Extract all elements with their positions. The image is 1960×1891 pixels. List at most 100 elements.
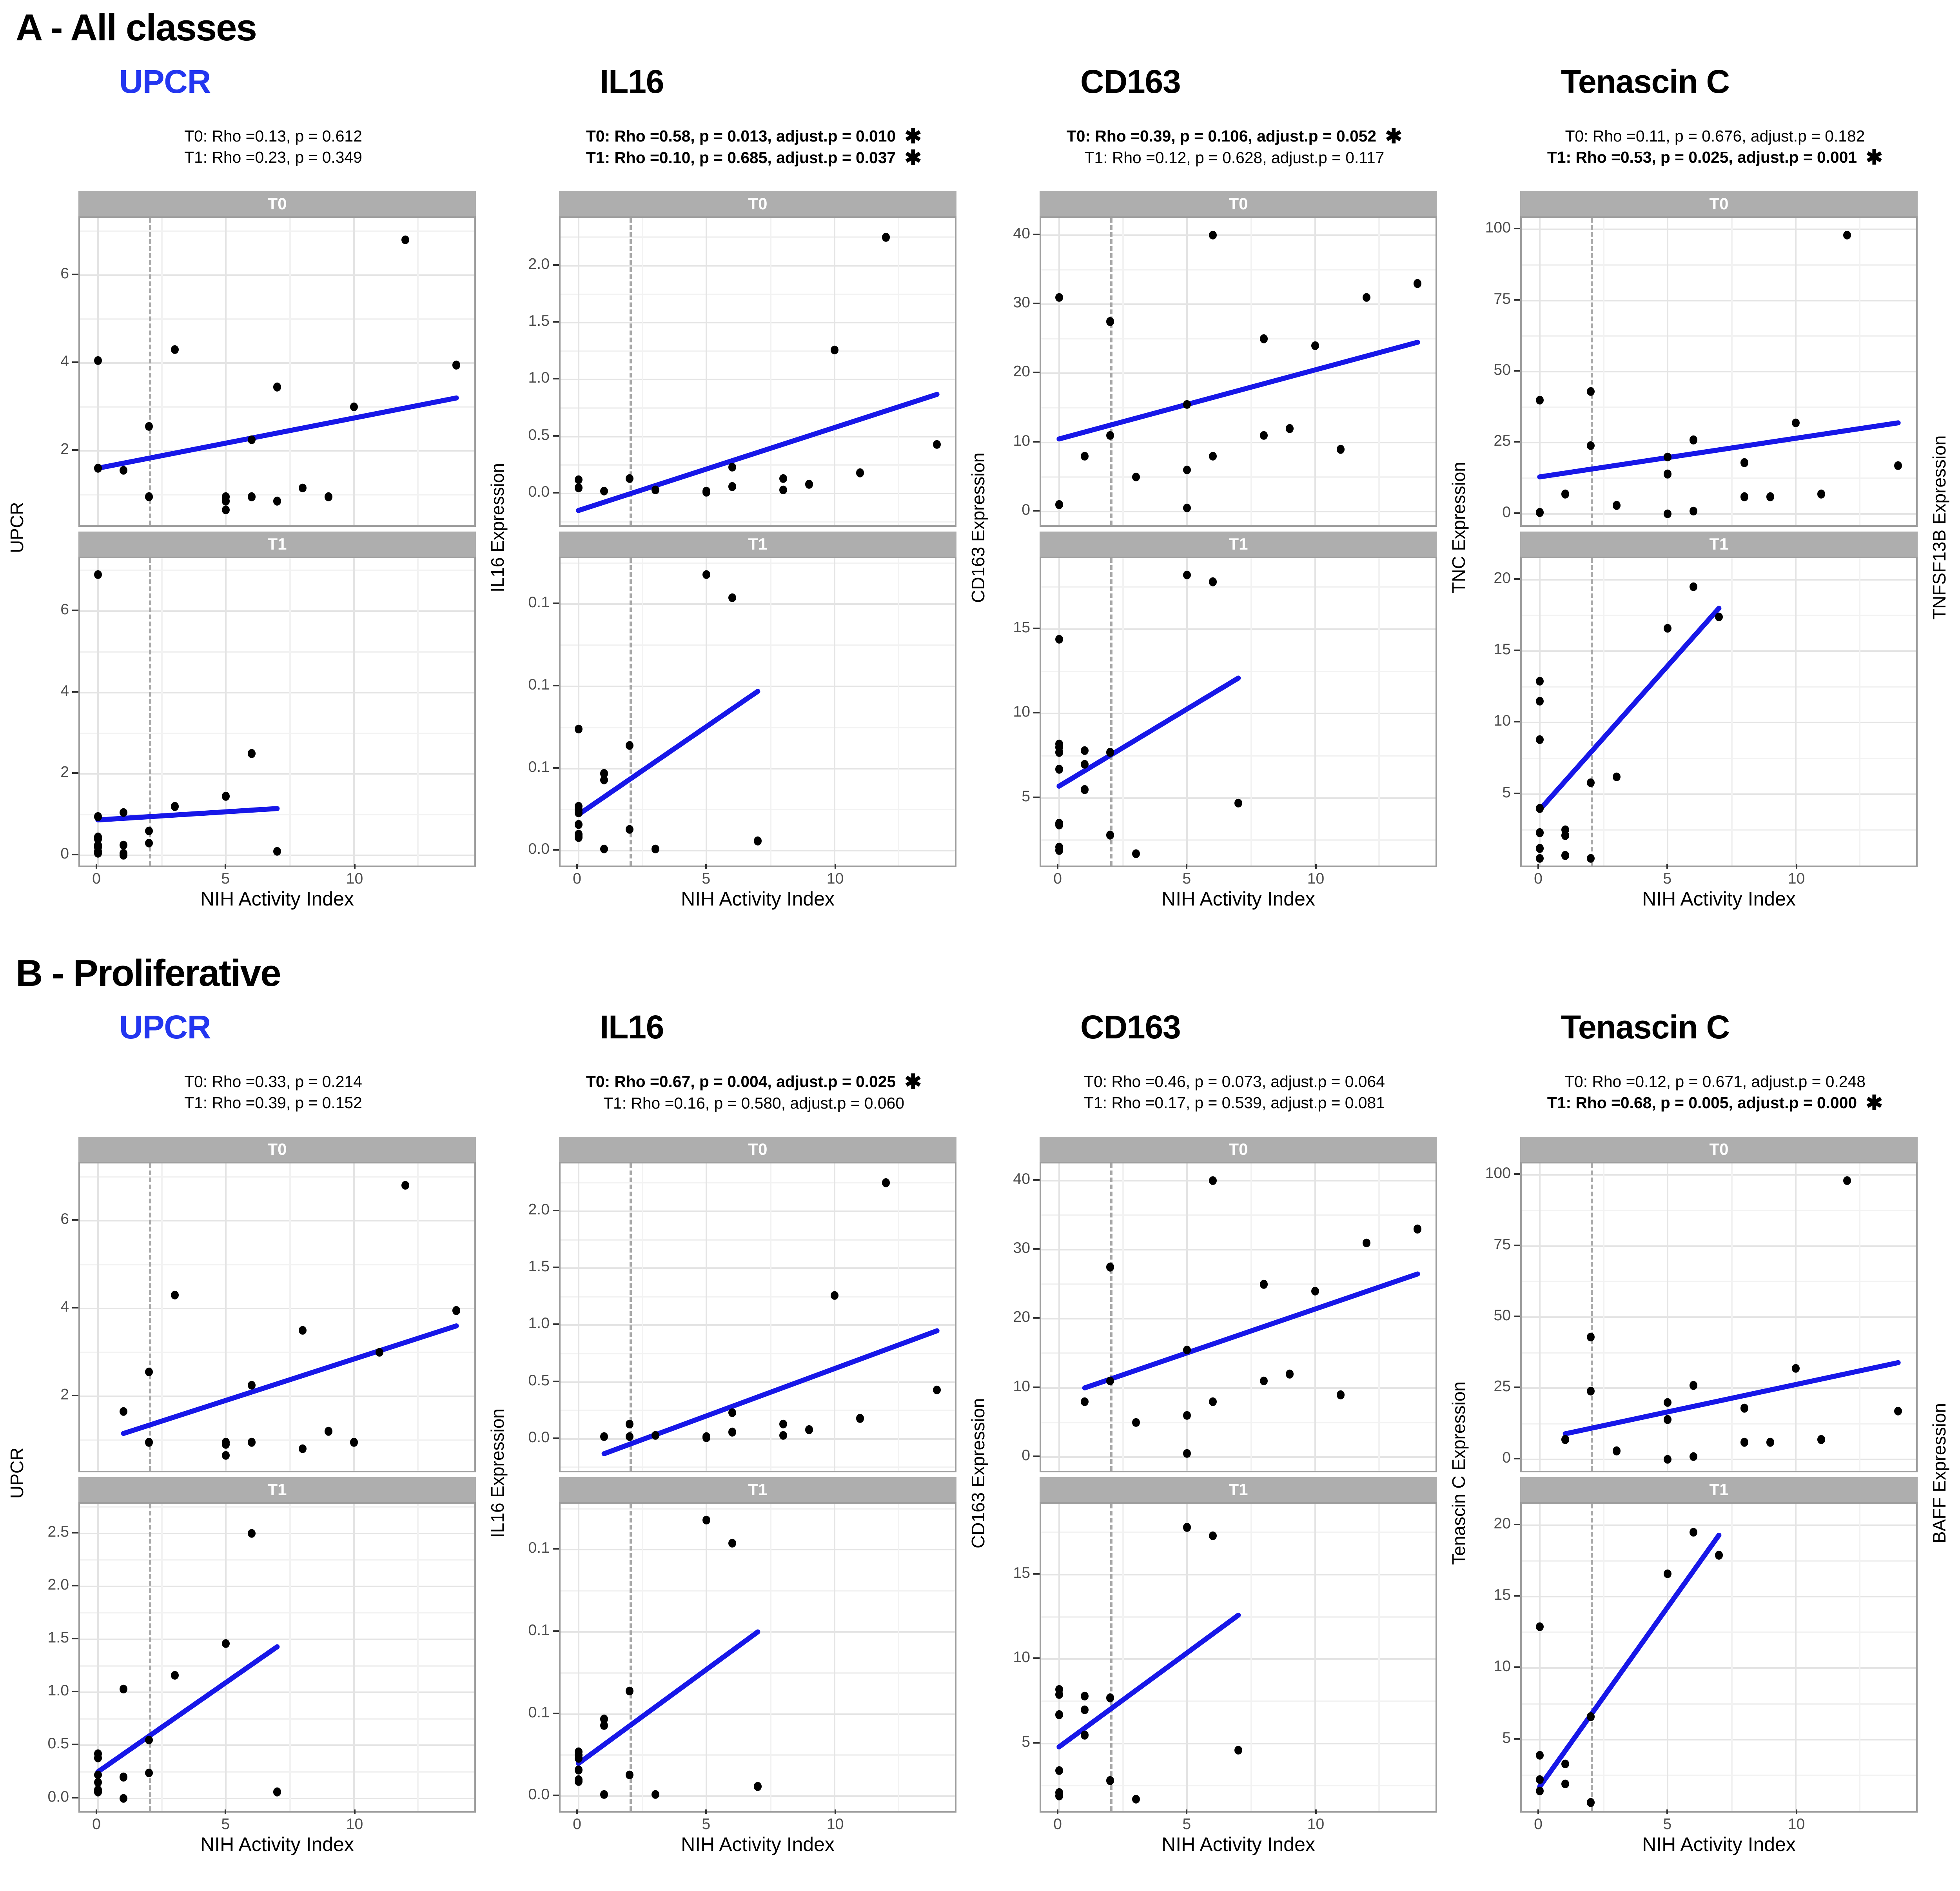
data-point bbox=[376, 1348, 384, 1357]
gridline-minor bbox=[642, 558, 644, 866]
x-tick-mark bbox=[1057, 864, 1059, 869]
y-tick-mark bbox=[553, 1209, 559, 1211]
dashed-reference-line bbox=[1591, 1504, 1593, 1811]
y-tick-mark bbox=[553, 1712, 559, 1714]
gridline-major bbox=[833, 218, 835, 525]
data-point bbox=[1183, 1411, 1191, 1420]
y-tick-mark bbox=[1514, 1666, 1520, 1668]
y-tick-label: 0.0 bbox=[47, 1788, 69, 1805]
trend-line bbox=[561, 218, 955, 525]
data-point bbox=[1055, 1690, 1063, 1699]
gridline-major bbox=[577, 1163, 579, 1471]
facet-strip: T0 bbox=[1040, 1137, 1437, 1162]
stat-line: T1: Rho =0.17, p = 0.539, adjust.p = 0.0… bbox=[1084, 1094, 1385, 1112]
data-point bbox=[1183, 400, 1191, 409]
data-point bbox=[728, 463, 736, 472]
data-point bbox=[94, 849, 102, 858]
y-tick-mark bbox=[1033, 1317, 1040, 1319]
gridline-minor bbox=[1731, 558, 1733, 866]
gridline-minor bbox=[417, 218, 419, 525]
gridline-minor bbox=[561, 293, 955, 295]
dashed-reference-line bbox=[1110, 1504, 1112, 1811]
data-point bbox=[94, 464, 102, 473]
gridline-major bbox=[1522, 793, 1916, 795]
x-tick-mark bbox=[354, 1809, 356, 1814]
gridline-major bbox=[80, 450, 474, 452]
data-point bbox=[452, 360, 461, 370]
y-axis-label: BAFF Expression bbox=[1929, 1403, 1949, 1543]
data-point bbox=[1311, 1287, 1319, 1296]
y-tick-label: 10 bbox=[1013, 1377, 1030, 1395]
dashed-reference-line bbox=[149, 558, 151, 866]
gridline-minor bbox=[561, 236, 955, 238]
y-tick-label: 0.0 bbox=[528, 1786, 550, 1803]
y-tick-label: 0.1 bbox=[528, 1539, 550, 1557]
data-point bbox=[933, 440, 941, 449]
y-tick-mark bbox=[553, 1795, 559, 1797]
data-point bbox=[1055, 820, 1063, 829]
y-tick-mark bbox=[1514, 1386, 1520, 1388]
data-point bbox=[120, 840, 128, 850]
data-point bbox=[1260, 431, 1268, 440]
facet-strip: T1 bbox=[1520, 532, 1918, 557]
y-tick-label: 5 bbox=[1502, 784, 1511, 801]
x-axis-label: NIH Activity Index bbox=[200, 1833, 354, 1855]
gridline-major bbox=[1667, 1163, 1669, 1471]
y-tick-mark bbox=[1514, 721, 1520, 723]
y-tick-label: 0 bbox=[1502, 1449, 1511, 1466]
data-point bbox=[1337, 1390, 1345, 1399]
gridline-major bbox=[225, 558, 227, 866]
data-point bbox=[1081, 1691, 1089, 1701]
data-point bbox=[1535, 1622, 1544, 1631]
facet-plot bbox=[559, 557, 956, 867]
stat-line: T1: Rho =0.68, p = 0.005, adjust.p = 0.0… bbox=[1547, 1092, 1883, 1114]
gridline-major bbox=[1041, 303, 1436, 305]
x-tick-mark bbox=[96, 864, 98, 869]
facet-strip-label: T1 bbox=[1709, 1480, 1729, 1499]
y-tick-label: 5 bbox=[1502, 1729, 1511, 1746]
data-point bbox=[856, 468, 864, 477]
data-point bbox=[1766, 492, 1774, 501]
data-point bbox=[1081, 746, 1089, 755]
y-tick-mark bbox=[553, 264, 559, 266]
gridline-minor bbox=[80, 1559, 474, 1561]
x-tick-label: 0 bbox=[573, 870, 581, 887]
facet-strip-label: T0 bbox=[267, 194, 287, 213]
trend-line-segment bbox=[579, 1632, 758, 1763]
data-point bbox=[145, 1437, 153, 1447]
gridline-minor bbox=[1859, 1163, 1861, 1471]
gridline-minor bbox=[561, 1590, 955, 1592]
gridline-minor bbox=[80, 1176, 474, 1178]
gridline-major bbox=[1058, 1504, 1060, 1811]
y-tick-mark bbox=[1033, 1742, 1040, 1744]
gridline-major bbox=[1041, 234, 1436, 236]
data-point bbox=[1132, 1795, 1140, 1804]
gridline-major bbox=[706, 558, 708, 866]
data-point bbox=[1561, 1435, 1570, 1444]
x-tick-label: 5 bbox=[702, 1816, 711, 1833]
data-point bbox=[1106, 317, 1114, 326]
y-tick-label: 50 bbox=[1494, 361, 1511, 378]
y-tick-label: 2.0 bbox=[528, 1201, 550, 1218]
data-point bbox=[1311, 341, 1319, 350]
facet-strip: T1 bbox=[78, 532, 476, 557]
facet-strip: T1 bbox=[559, 1477, 956, 1502]
data-point bbox=[1081, 452, 1089, 461]
y-tick-mark bbox=[72, 1691, 78, 1693]
y-tick-label: 15 bbox=[1494, 641, 1511, 658]
data-point bbox=[273, 847, 281, 856]
data-point bbox=[1183, 465, 1191, 475]
gridline-minor bbox=[1122, 1504, 1124, 1811]
y-axis-label: IL16 Expression bbox=[487, 463, 508, 592]
x-tick-label: 10 bbox=[1307, 870, 1325, 887]
y-axis-label: TNC Expression bbox=[1448, 462, 1469, 593]
gene-column: BAFFT0: Rho =0.16, p = 0.527, adjust.p =… bbox=[1926, 0, 1960, 946]
trend-line-segment bbox=[579, 394, 937, 510]
data-point bbox=[1209, 230, 1217, 240]
gridline-minor bbox=[289, 218, 291, 525]
data-point bbox=[1106, 1776, 1114, 1785]
data-point bbox=[1689, 436, 1697, 445]
trend-line bbox=[561, 1163, 955, 1471]
gridline-minor bbox=[1603, 1163, 1605, 1471]
data-point bbox=[830, 345, 838, 355]
